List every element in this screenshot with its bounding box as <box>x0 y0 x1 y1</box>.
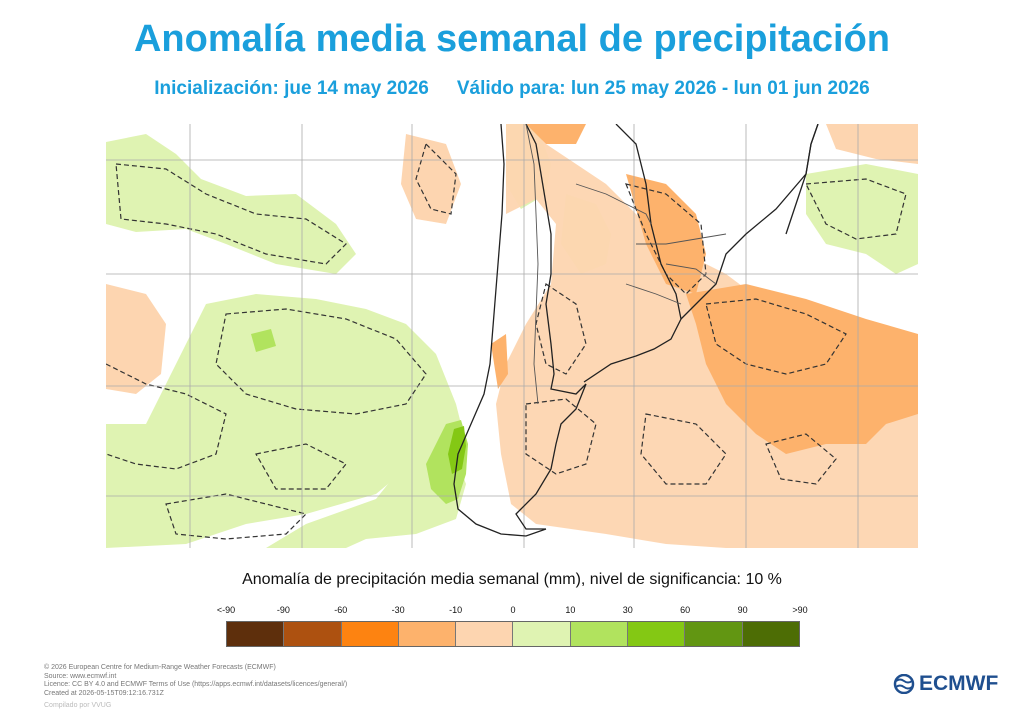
colorbar-swatch <box>341 622 399 646</box>
coastlines <box>453 124 819 537</box>
colorbar-label: -60 <box>334 605 348 615</box>
colorbar-label: -10 <box>449 605 463 615</box>
colorbar-label: -90 <box>276 605 290 615</box>
ecmwf-logo-text: ECMWF <box>919 672 999 695</box>
colorbar-label: >90 <box>792 605 808 615</box>
colorbar-swatch <box>742 622 799 646</box>
subtitle: Inicialización: jue 14 may 2026 Válido pa… <box>0 78 1024 100</box>
colorbar-swatch <box>685 622 743 646</box>
country-borders <box>525 124 727 405</box>
colorbar-swatch <box>456 622 514 646</box>
colorbar-labels: <-90 -90 -60 -30 -10 0 10 30 60 90 >90 <box>217 605 808 619</box>
colorbar <box>226 621 800 647</box>
precipitation-anomaly-map[interactable] <box>106 124 918 548</box>
compiled-note: Compilado por VVUG <box>44 702 112 709</box>
colorbar-label: 90 <box>737 605 748 615</box>
colorbar-caption: Anomalía de precipitación media semanal … <box>242 571 782 588</box>
positive-anomaly-stronger <box>448 426 466 474</box>
colorbar-label: 30 <box>622 605 633 615</box>
footer-line: © 2026 European Centre for Medium-Range … <box>44 664 276 671</box>
colorbar-label: 0 <box>510 605 516 615</box>
ecmwf-logo-icon <box>893 674 915 694</box>
colorbar-swatch <box>398 622 457 646</box>
footer-credits: © 2026 European Centre for Medium-Range … <box>44 664 347 698</box>
footer-line: Source: www.ecmwf.int <box>44 672 117 680</box>
colorbar-label: -30 <box>391 605 405 615</box>
colorbar-label: 60 <box>680 605 691 615</box>
colorbar-label: 10 <box>565 605 576 615</box>
footer-line: Created at 2026-05-15T09:12:16.731Z <box>44 689 164 697</box>
colorbar-swatch <box>570 622 629 646</box>
page-title: Anomalía media semanal de precipitación <box>133 18 891 60</box>
init-date: Inicialización: jue 14 may 2026 <box>154 78 429 99</box>
colorbar-swatch <box>628 622 686 646</box>
colorbar-label: <-90 <box>216 605 236 615</box>
colorbar-swatch <box>513 622 571 646</box>
negative-anomaly-moderate <box>491 124 918 454</box>
colorbar-swatch <box>227 622 285 646</box>
map-grid <box>106 124 918 548</box>
valid-range: Válido para: lun 25 may 2026 - lun 01 ju… <box>456 78 870 99</box>
footer-line: Licence: CC BY 4.0 and ECMWF Terms of Us… <box>44 681 348 688</box>
ecmwf-logo[interactable]: ECMWF <box>892 672 998 696</box>
colorbar-swatch <box>284 622 342 646</box>
